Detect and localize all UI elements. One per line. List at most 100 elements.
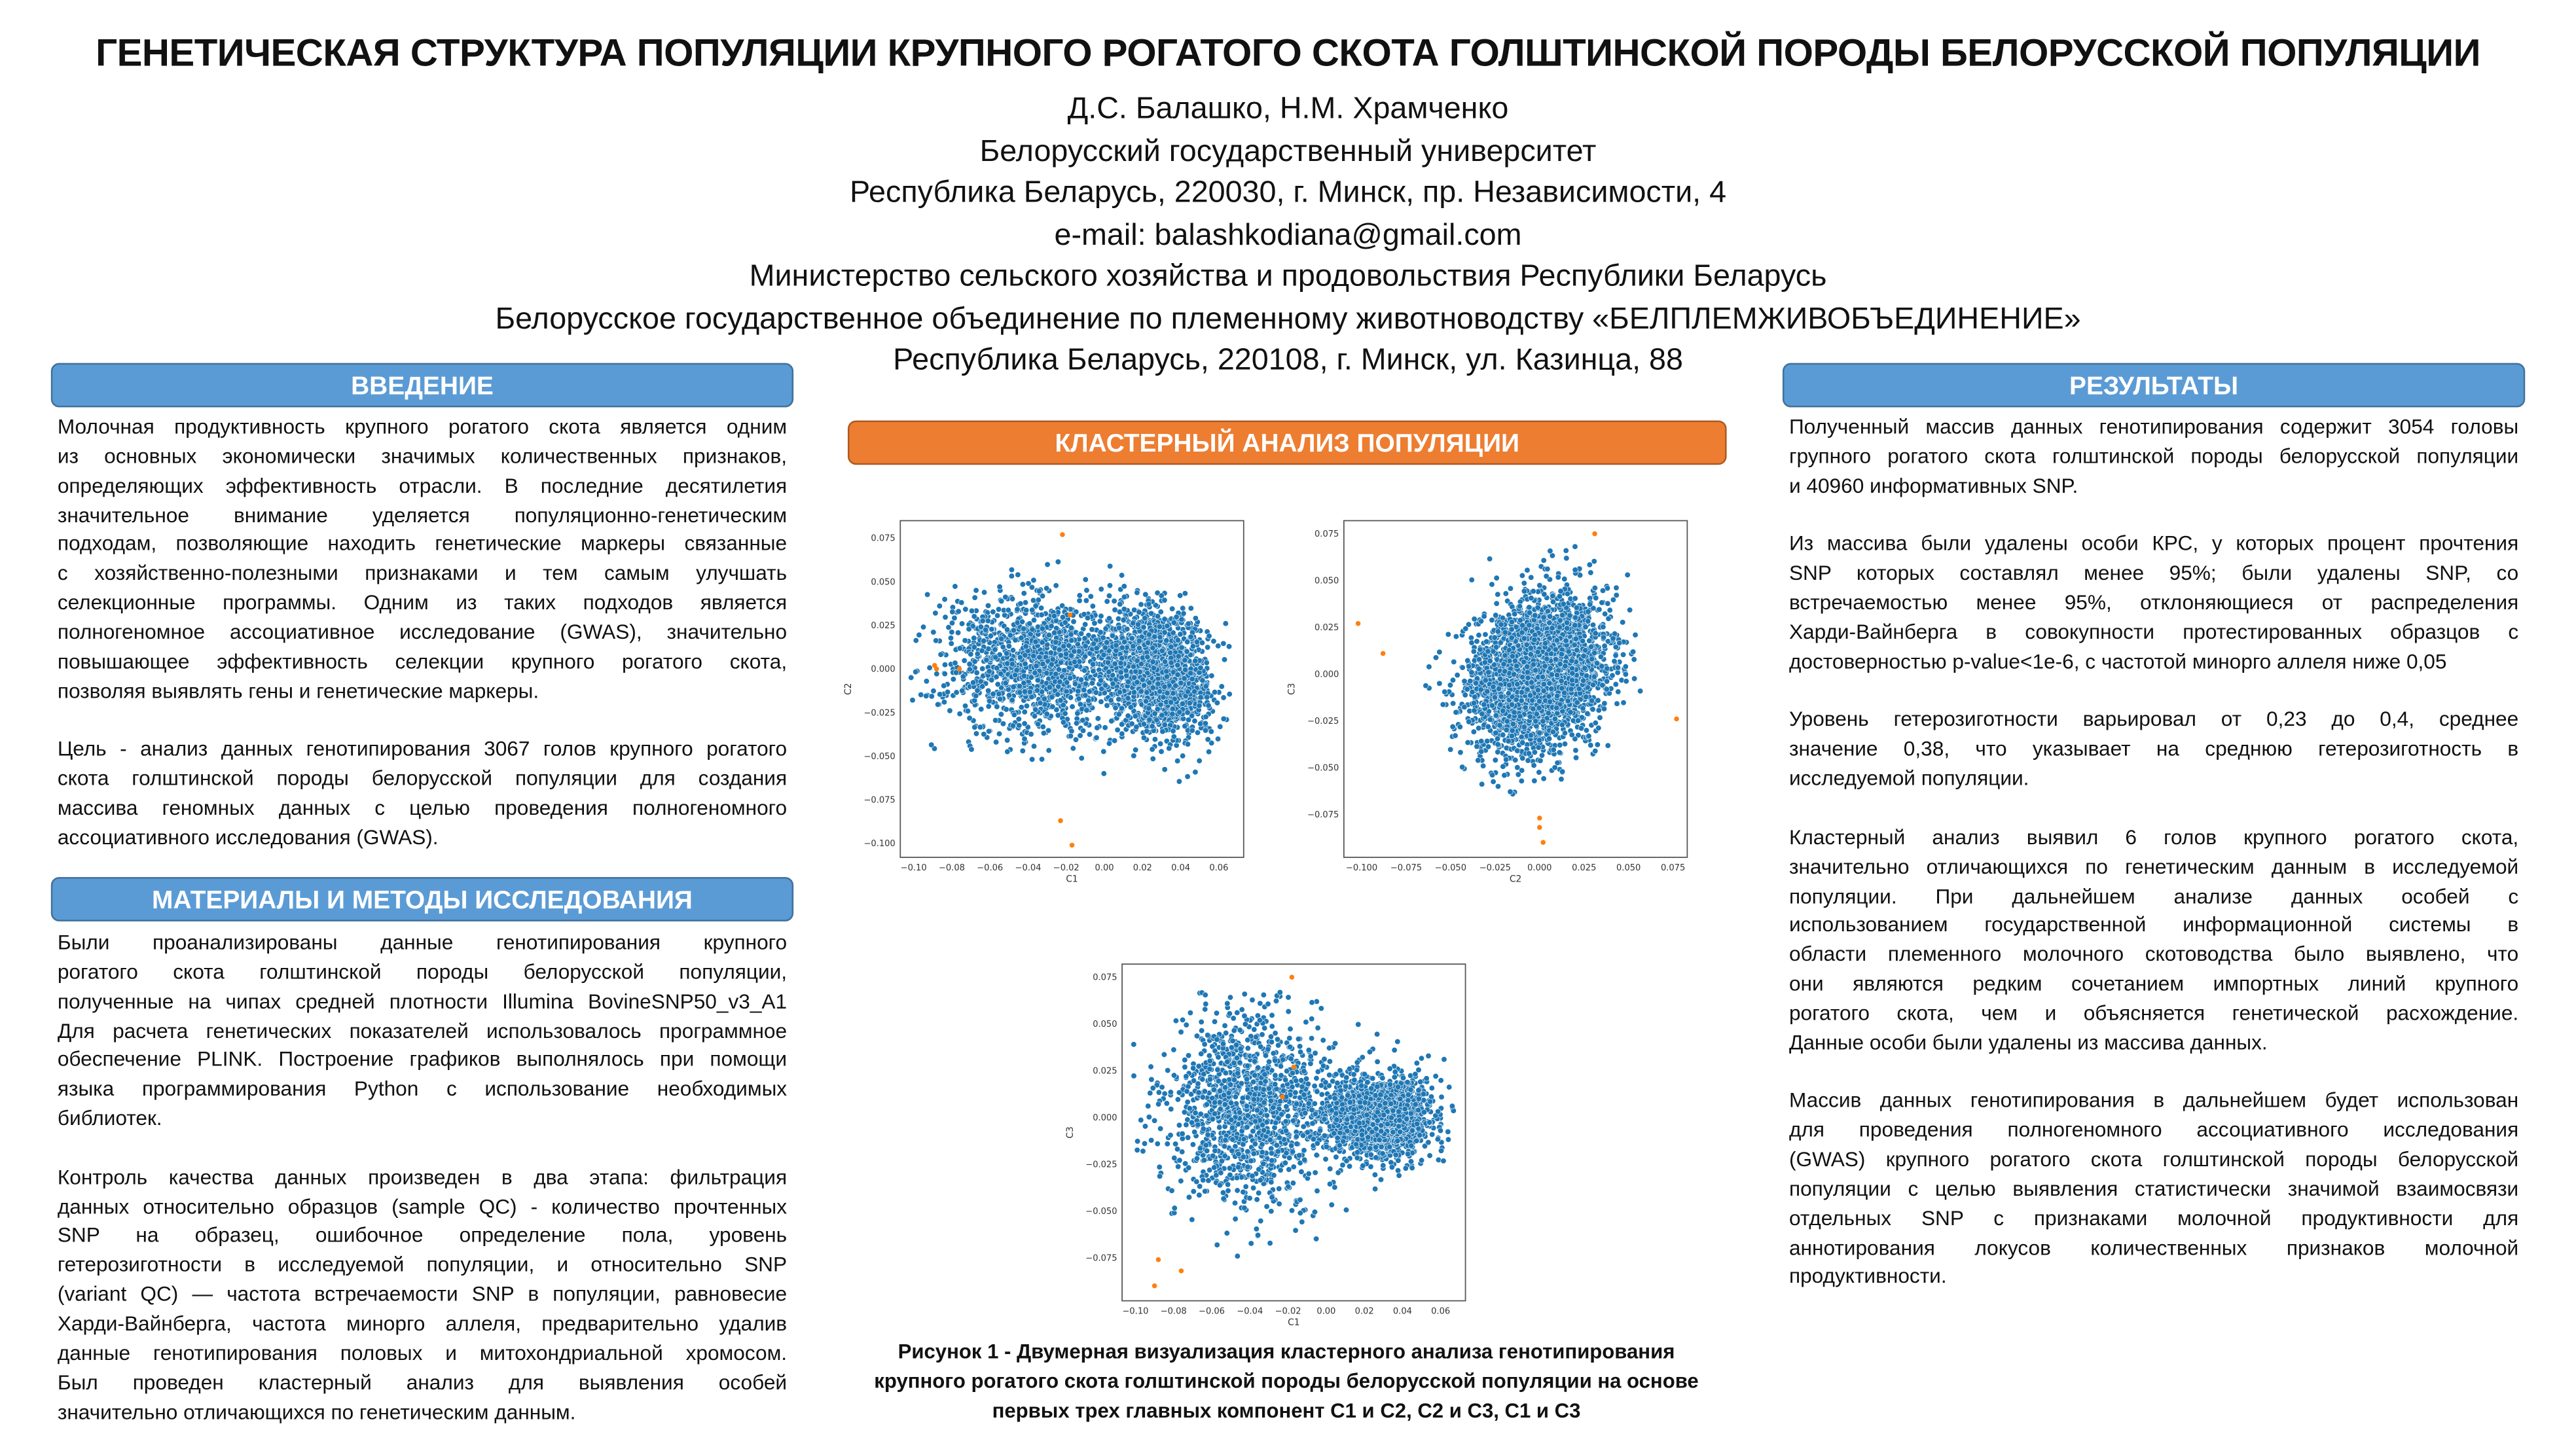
authors: Д.С. Балашко, Н.М. Храмченко [1067,90,1509,125]
data-point [1157,609,1164,615]
data-point [1631,675,1638,682]
data-point [1012,671,1019,679]
data-point [1100,652,1107,658]
x-tick-label: 0.04 [1171,863,1190,873]
data-point [1090,668,1097,675]
data-point [1015,716,1022,723]
data-point [966,666,973,673]
data-point [1087,593,1094,599]
data-point [1067,694,1074,701]
data-point [1152,736,1158,743]
data-point [1032,603,1039,609]
data-point [1184,688,1191,695]
data-point [989,677,995,683]
data-point [1138,661,1144,668]
data-point [1026,688,1033,695]
data-point [1540,776,1547,782]
affiliation-association: Белорусское государственное объединение … [495,300,2081,334]
data-point [1521,580,1527,586]
data-point [970,623,976,630]
data-point [1075,688,1081,694]
text-line: значительное внимание уделяется популяци… [57,503,788,527]
data-point [1004,737,1011,743]
email: e-mail: balashkodiana@gmail.com [1054,216,1522,251]
data-point [1006,643,1012,649]
text-line: из основных экономически значимых количе… [57,444,788,468]
data-point [1203,713,1209,720]
data-point [1078,755,1085,762]
data-point [1119,655,1125,662]
data-point [935,701,941,708]
data-point [1164,622,1170,630]
data-point [1189,727,1195,734]
data-point [1139,677,1146,683]
data-point [1082,653,1089,660]
y-tick-label: 0.050 [871,577,895,587]
data-point [1113,642,1119,649]
data-point [1023,703,1030,709]
data-point [1470,648,1477,655]
x-tick-label: −0.08 [939,863,965,873]
data-point [1040,593,1046,599]
data-point [1029,756,1036,762]
data-point [1206,749,1212,755]
data-point [1191,718,1198,724]
data-point [1214,736,1222,742]
data-point [1023,607,1030,614]
data-point [1089,626,1095,633]
data-point [1131,753,1137,759]
data-point [1177,592,1184,599]
text-line: определяющих эффективность отрасли. В по… [57,474,788,497]
data-point [1136,609,1142,615]
data-point [1161,616,1168,622]
data-point [968,607,975,614]
data-point [1450,700,1457,707]
data-point [1016,722,1023,729]
data-point [1490,778,1497,785]
data-point [1152,634,1158,640]
data-point [1028,694,1035,700]
data-point [960,673,966,680]
data-point [1163,673,1170,680]
data-point [979,618,986,624]
paragraph: Были проанализированы данные генотипиров… [58,929,787,1134]
data-point [1131,674,1138,681]
data-point [1150,755,1156,762]
data-point [968,746,975,753]
data-point [994,613,1001,619]
text-line: Цель - анализ данных генотипирования 306… [57,738,788,761]
data-point [1034,687,1041,694]
data-point [1502,590,1509,597]
data-point [1189,643,1196,650]
data-point [1461,678,1468,685]
data-point [1146,679,1153,686]
data-point [1447,682,1454,688]
data-point [986,728,992,734]
data-point [1182,666,1189,673]
data-point [1615,688,1622,695]
data-point [1076,696,1082,702]
data-point [1023,643,1029,650]
text-line: селекционные программы. Одним из таких п… [57,591,788,615]
data-point [1098,698,1104,705]
data-point [1218,683,1225,690]
data-point [1185,717,1192,723]
data-point [1178,616,1185,623]
data-point [1005,607,1011,613]
x-tick-label: −0.02 [1053,863,1079,873]
outlier-point [1060,532,1065,537]
data-point [1156,623,1163,630]
data-point [1572,755,1580,761]
data-point [1196,702,1203,709]
data-point [1169,706,1176,712]
data-point [973,692,979,699]
data-point [1045,727,1052,734]
data-point [1192,769,1199,776]
data-point [955,608,962,615]
data-point [1531,762,1537,769]
data-point [941,596,948,603]
data-point [1059,614,1066,620]
data-point [1118,705,1125,711]
data-point [1030,577,1037,584]
